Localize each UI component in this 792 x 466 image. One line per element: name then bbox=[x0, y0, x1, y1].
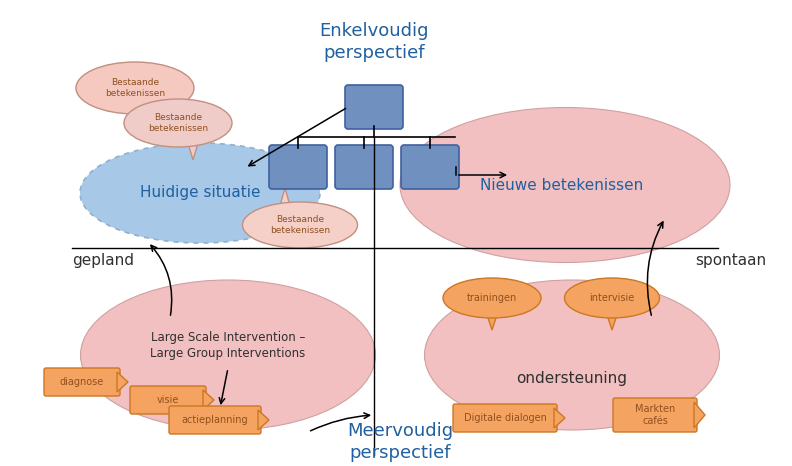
FancyBboxPatch shape bbox=[453, 404, 557, 432]
Polygon shape bbox=[280, 188, 290, 206]
FancyBboxPatch shape bbox=[130, 386, 206, 414]
Text: Markten
cafés: Markten cafés bbox=[635, 404, 675, 426]
Text: Huidige situatie: Huidige situatie bbox=[139, 185, 261, 200]
Polygon shape bbox=[694, 402, 705, 428]
Polygon shape bbox=[258, 410, 269, 430]
Text: Bestaande
betekenissen: Bestaande betekenissen bbox=[148, 113, 208, 133]
Polygon shape bbox=[203, 390, 214, 410]
FancyBboxPatch shape bbox=[269, 145, 327, 189]
Text: Digitale dialogen: Digitale dialogen bbox=[463, 413, 546, 423]
Text: Nieuwe betekenissen: Nieuwe betekenissen bbox=[481, 178, 644, 192]
Text: trainingen: trainingen bbox=[466, 293, 517, 303]
Text: Enkelvoudig
perspectief: Enkelvoudig perspectief bbox=[319, 22, 428, 62]
Ellipse shape bbox=[400, 108, 730, 262]
FancyBboxPatch shape bbox=[613, 398, 697, 432]
Text: diagnose: diagnose bbox=[60, 377, 104, 387]
Polygon shape bbox=[188, 143, 198, 160]
Text: Large Scale Intervention –
Large Group Interventions: Large Scale Intervention – Large Group I… bbox=[150, 330, 306, 359]
Text: gepland: gepland bbox=[72, 253, 134, 268]
FancyBboxPatch shape bbox=[345, 85, 403, 129]
Polygon shape bbox=[607, 315, 617, 330]
Ellipse shape bbox=[124, 99, 232, 147]
Ellipse shape bbox=[242, 202, 357, 248]
Text: actieplanning: actieplanning bbox=[181, 415, 249, 425]
FancyBboxPatch shape bbox=[169, 406, 261, 434]
Polygon shape bbox=[554, 408, 565, 428]
Text: ondersteuning: ondersteuning bbox=[516, 370, 627, 385]
Text: Bestaande
betekenissen: Bestaande betekenissen bbox=[270, 215, 330, 235]
Ellipse shape bbox=[76, 62, 194, 114]
Ellipse shape bbox=[80, 143, 320, 243]
Text: intervisie: intervisie bbox=[589, 293, 634, 303]
Ellipse shape bbox=[81, 280, 375, 430]
Polygon shape bbox=[117, 372, 128, 392]
Text: visie: visie bbox=[157, 395, 179, 405]
Text: Bestaande
betekenissen: Bestaande betekenissen bbox=[105, 78, 165, 98]
FancyBboxPatch shape bbox=[401, 145, 459, 189]
FancyBboxPatch shape bbox=[44, 368, 120, 396]
Text: spontaan: spontaan bbox=[695, 253, 766, 268]
Text: Meervoudig
perspectief: Meervoudig perspectief bbox=[347, 422, 453, 462]
Ellipse shape bbox=[443, 278, 541, 318]
FancyBboxPatch shape bbox=[335, 145, 393, 189]
Polygon shape bbox=[147, 110, 157, 127]
Ellipse shape bbox=[565, 278, 660, 318]
Ellipse shape bbox=[425, 280, 719, 430]
Polygon shape bbox=[487, 315, 497, 330]
